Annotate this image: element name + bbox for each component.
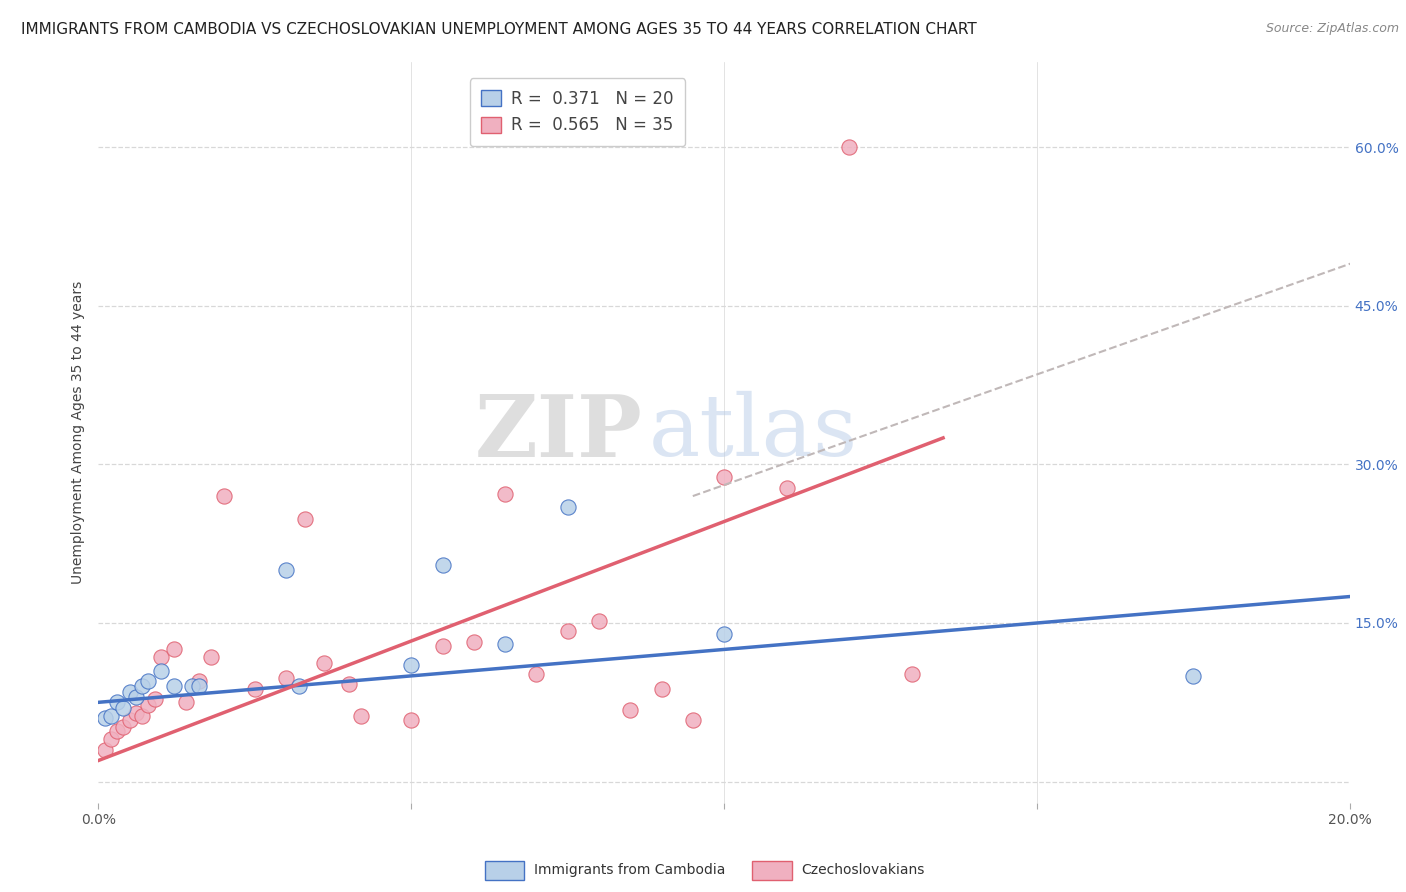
Point (138, 698, 160, 713)
Text: atlas: atlas (650, 391, 858, 475)
Point (274, 671, 298, 685)
Point (243, 681, 266, 696)
Point (112, 720, 135, 734)
Text: Source: ZipAtlas.com: Source: ZipAtlas.com (1265, 22, 1399, 36)
Point (650, 681, 672, 696)
Point (838, 140, 860, 154)
Point (143, 692, 166, 706)
Point (557, 500, 579, 514)
Point (1182, 669, 1205, 683)
Point (125, 690, 148, 704)
Point (93, 711, 115, 725)
Point (526, 666, 548, 681)
Point (401, 714, 423, 728)
Text: IMMIGRANTS FROM CAMBODIA VS CZECHOSLOVAKIAN UNEMPLOYMENT AMONG AGES 35 TO 44 YEA: IMMIGRANTS FROM CAMBODIA VS CZECHOSLOVAK… (21, 22, 977, 37)
Point (100, 732, 122, 747)
Point (682, 714, 704, 728)
Point (174, 695, 197, 709)
Point (619, 703, 641, 717)
Point (900, 666, 922, 681)
Point (401, 658, 423, 673)
Point (131, 680, 153, 694)
Point (118, 714, 141, 728)
Text: Czechoslovakians: Czechoslovakians (801, 863, 925, 877)
Y-axis label: Unemployment Among Ages 35 to 44 years: Unemployment Among Ages 35 to 44 years (72, 281, 86, 584)
Point (105, 723, 128, 738)
Point (200, 649, 222, 664)
Point (162, 642, 184, 657)
Point (100, 709, 122, 723)
Point (162, 680, 184, 694)
Point (125, 706, 148, 720)
Point (131, 709, 153, 723)
Point (463, 635, 485, 649)
Point (187, 674, 209, 689)
Point (150, 664, 173, 678)
Point (105, 695, 128, 709)
Point (112, 700, 135, 714)
Point (93, 743, 115, 757)
Point (350, 709, 373, 723)
Point (181, 680, 204, 694)
Point (713, 626, 735, 640)
Text: Immigrants from Cambodia: Immigrants from Cambodia (534, 863, 725, 877)
Point (274, 563, 298, 577)
Point (312, 656, 335, 670)
Point (187, 680, 209, 694)
Point (287, 680, 309, 694)
Point (294, 512, 316, 526)
Point (150, 649, 173, 664)
Point (713, 470, 735, 484)
Text: ZIP: ZIP (475, 391, 643, 475)
Point (557, 624, 579, 639)
Legend: R =  0.371   N = 20, R =  0.565   N = 35: R = 0.371 N = 20, R = 0.565 N = 35 (470, 78, 686, 146)
Point (494, 637, 516, 651)
Point (138, 674, 160, 689)
Point (494, 487, 516, 501)
Point (212, 489, 235, 503)
Point (776, 481, 799, 495)
Point (432, 558, 454, 572)
Point (118, 685, 141, 699)
Point (432, 640, 454, 654)
Point (337, 677, 360, 691)
Point (588, 614, 610, 628)
